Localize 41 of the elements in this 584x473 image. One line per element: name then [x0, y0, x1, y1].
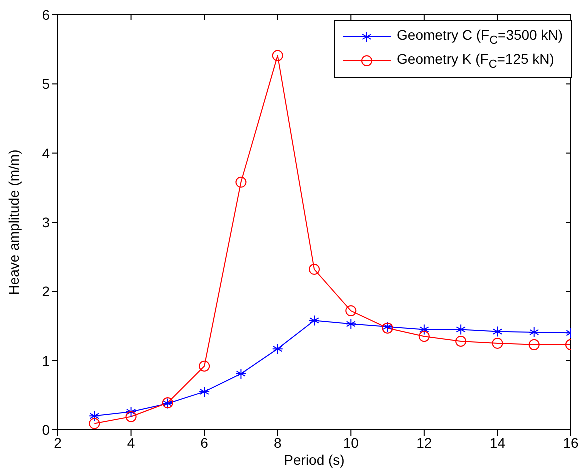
legend-label: Geometry K (F$_{C}$=125 kN) [397, 51, 554, 71]
point [199, 386, 210, 398]
x-axis-title: Period (s) [284, 452, 345, 468]
y-tick-label: 4 [42, 145, 50, 162]
y-tick-label: 5 [42, 76, 50, 92]
point [309, 315, 320, 326]
point [418, 331, 430, 342]
y-tick-label: 1 [42, 352, 50, 369]
y-tick-label: 0 [42, 422, 50, 438]
point [126, 411, 137, 422]
point [236, 176, 247, 188]
point [236, 368, 247, 380]
x-tick-label: 4 [127, 434, 136, 451]
y-tick-label: 6 [42, 6, 50, 23]
point [126, 406, 137, 418]
y-tick-label: 2 [42, 284, 50, 300]
point [199, 360, 210, 372]
x-tick-label: 14 [490, 434, 506, 451]
x-tick-label: 2 [54, 434, 62, 451]
y-tick-label: 3 [42, 214, 50, 230]
point [456, 324, 467, 336]
point [528, 339, 540, 350]
point [346, 306, 357, 317]
point [346, 318, 357, 330]
point [89, 410, 100, 422]
point [492, 326, 504, 338]
point [418, 324, 430, 336]
point [309, 264, 320, 276]
point [272, 344, 284, 355]
point [528, 326, 540, 338]
x-tick-label: 16 [563, 434, 579, 451]
x-tick-label: 12 [416, 434, 432, 451]
x-tick-label: 6 [200, 434, 209, 451]
legend-label: Geometry C (F$_{C}$=3500 kN) [397, 27, 563, 47]
x-tick-label: 10 [343, 434, 360, 451]
point [492, 338, 504, 350]
x-tick-label: 8 [274, 434, 282, 451]
point [272, 50, 284, 62]
point [89, 418, 100, 430]
y-axis-title: Heave amplitude (m/m) [6, 150, 22, 296]
point [456, 336, 467, 347]
